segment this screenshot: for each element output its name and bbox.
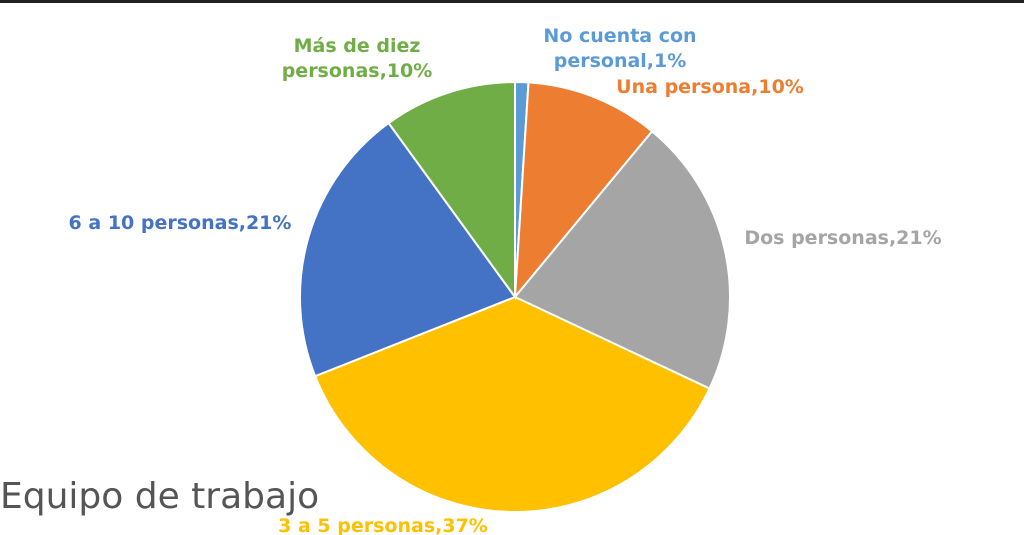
- pie-slice-una-persona: [513, 81, 654, 301]
- data-labels: No cuenta con personal,1% Una persona,10% D…: [69, 25, 942, 535]
- data-label-4: 6 a 10 personas,21%: [69, 212, 292, 234]
- data-label-5: Más de diez personas,10%: [282, 35, 433, 82]
- data-label-1: Una persona,10%: [616, 76, 804, 98]
- data-label-3: 3 a 5 personas,37%: [278, 515, 488, 535]
- pie-slice-6-a-10-personas: [299, 121, 517, 378]
- data-label-line: personal,1%: [554, 50, 687, 72]
- data-label-2: Dos personas,21%: [744, 227, 941, 249]
- pie-slice-3-a-5-personas: [313, 295, 711, 513]
- data-label-0: No cuenta con personal,1%: [543, 25, 696, 72]
- chart-title: Equipo de trabajo: [0, 476, 320, 517]
- pie-slice-dos-personas: [513, 129, 731, 390]
- data-label-line: Una persona,10%: [616, 76, 804, 98]
- data-label-line: personas,10%: [282, 60, 433, 82]
- data-label-line: Más de diez: [294, 35, 421, 57]
- pie-slice-más-de-diez-personas: [387, 80, 516, 301]
- data-label-line: 6 a 10 personas,21%: [69, 212, 292, 234]
- data-label-line: No cuenta con: [543, 25, 696, 47]
- pie-slices: [299, 80, 731, 513]
- data-label-line: Dos personas,21%: [744, 227, 941, 249]
- top-border: [0, 0, 1024, 3]
- data-label-line: 3 a 5 personas,37%: [278, 515, 488, 535]
